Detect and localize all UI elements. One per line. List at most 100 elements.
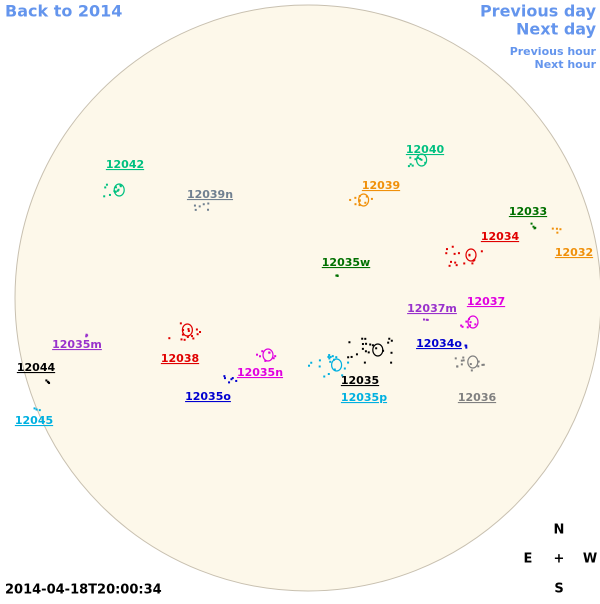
sunspot-dot [556,231,559,234]
compass-south: S [554,582,563,597]
region-label[interactable]: 12045 [15,414,53,427]
compass-west: W [583,552,597,567]
sunspot-dot [407,165,410,168]
sunspot-contour [416,153,428,167]
sunspot-contour [331,358,343,372]
region-label[interactable]: 12037 [467,295,505,308]
sunspot-dot [364,337,367,340]
sunspot-dot [119,184,122,187]
sunspot-dot [105,183,108,186]
sunspot-dot [462,359,465,362]
sunspot-dot [48,382,51,385]
sunspot-dot [559,228,562,231]
sunspot-dot [183,338,186,341]
sunspot-dot [327,355,330,358]
sunspot-dot [235,379,238,382]
sunspot-dot [364,201,367,204]
sunspot-dot [469,321,472,324]
sunspot-dot [455,264,458,267]
sunspot-dot [465,346,468,349]
sunspot-dot [207,208,210,211]
region-label[interactable]: 12044 [17,361,56,374]
sunspot-dot [477,360,480,363]
region-label[interactable]: 12032 [555,246,593,259]
sunspot-dot [256,353,259,356]
sunspot-dot [231,377,234,380]
sunspot-dot [461,325,464,328]
sunspot-dot [424,161,427,164]
sunspot-dot [228,381,231,384]
sunspot-dot [354,196,357,199]
region-label[interactable]: 12035n [237,366,283,379]
sunspot-dot [367,351,370,354]
region-label[interactable]: 12038 [161,352,199,365]
sunspot-dot [116,189,119,192]
sunspot-dot [454,357,457,360]
sunspot-dot [454,261,457,264]
sunspot-dot [361,337,364,340]
sunspot-dot [411,164,414,167]
sunspot-dot [341,374,344,377]
sunspot-dot [420,158,423,161]
region-label[interactable]: 12035o [185,390,231,403]
sunspot-dot [388,337,391,340]
sunspot-dot [114,186,117,189]
previous-day-link[interactable]: Previous day [480,2,597,21]
sunspot-dot [38,409,41,412]
sunspot-dot [534,226,537,229]
next-hour-link[interactable]: Next hour [535,58,597,71]
sunspot-dot [348,341,351,344]
region-label[interactable]: 12036 [458,391,497,404]
sunspot-dot [103,195,106,198]
sunspot-dot [471,262,474,265]
region-label[interactable]: 12039 [362,179,400,192]
sunspot-dot [347,356,350,359]
sunspot-dot [466,326,469,329]
region-label[interactable]: 12035w [322,256,370,269]
next-day-link[interactable]: Next day [516,20,597,39]
sunspot-dot [329,360,332,363]
region-label[interactable]: 12037m [407,302,457,315]
sunspot-dot [460,363,463,366]
region-label[interactable]: 12035p [341,391,387,404]
region-label[interactable]: 12040 [406,143,445,156]
sunspot-contour [467,355,479,369]
sunspot-dot [327,373,330,376]
region-label[interactable]: 12039n [187,188,233,201]
sunspot-dot [328,354,331,357]
sunspot-dot [223,375,226,378]
timestamp: 2014-04-18T20:00:34 [5,583,162,598]
sunspot-dot [470,369,473,372]
sunspot-dot [390,339,393,342]
sunspot-dot [168,337,171,340]
sunspot-contour [467,315,479,329]
sunspot-dot [370,197,373,200]
region-label[interactable]: 12034o [416,337,462,350]
sunspot-dot [310,361,313,364]
region-label[interactable]: 12035 [341,374,379,387]
sunspot-dot [555,227,558,230]
previous-hour-link[interactable]: Previous hour [510,45,597,58]
sunspot-dot [336,274,339,277]
sunspot-dot [268,351,271,354]
sunspot-dot [477,365,480,368]
sunspot-dot [481,363,484,366]
region-label[interactable]: 12034 [481,230,520,243]
sunspot-dot [480,250,483,253]
sunspot-dot [35,408,38,411]
sunspot-dot [463,262,466,265]
sunspot-dot [369,343,372,346]
region-label[interactable]: 12033 [509,205,547,218]
sunspot-dot [363,361,366,364]
sunspot-dot [482,363,485,366]
sunspot-dot [450,260,453,263]
region-label[interactable]: 12035m [52,338,102,351]
sunspot-dot [193,204,196,207]
sunspot-dot [179,322,182,325]
region-label[interactable]: 12042 [106,158,144,171]
sunspot-dot [355,353,358,356]
sunspot-dot [119,185,122,188]
sunspot-dot [186,335,189,338]
back-link[interactable]: Back to 2014 [5,2,122,21]
sunspot-dot [195,328,198,331]
